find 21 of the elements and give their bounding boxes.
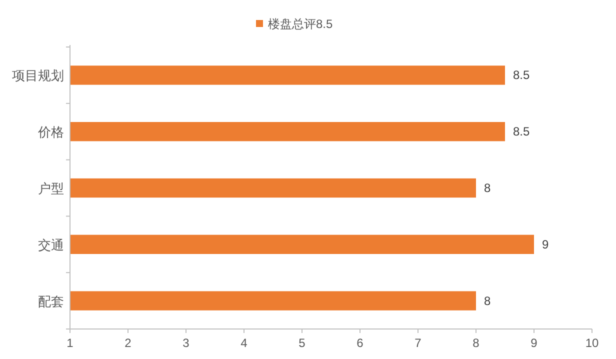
data-label: 8.5 xyxy=(513,124,530,139)
category: 配套 xyxy=(38,294,64,309)
category: 交通 xyxy=(38,237,64,252)
data-label: 9 xyxy=(542,237,549,252)
xtick: 8 xyxy=(472,336,480,350)
xtick: 6 xyxy=(356,336,364,350)
xtick: 3 xyxy=(182,336,190,350)
data-label: 8 xyxy=(484,181,491,195)
xtick: 4 xyxy=(240,336,248,350)
xtick: 2 xyxy=(124,336,132,350)
category: 价格 xyxy=(38,124,64,140)
xtick: 10 xyxy=(585,336,599,350)
xtick: 7 xyxy=(414,336,422,350)
data-label: 8.5 xyxy=(513,68,530,82)
xtick: 5 xyxy=(298,336,306,350)
xtick: 1 xyxy=(66,336,74,350)
xtick: 9 xyxy=(530,336,538,350)
legend-label: 楼盘总评8.5 xyxy=(268,17,333,31)
category: 项目规划 xyxy=(12,68,64,84)
category: 户型 xyxy=(38,181,64,196)
data-label: 8 xyxy=(484,294,491,308)
